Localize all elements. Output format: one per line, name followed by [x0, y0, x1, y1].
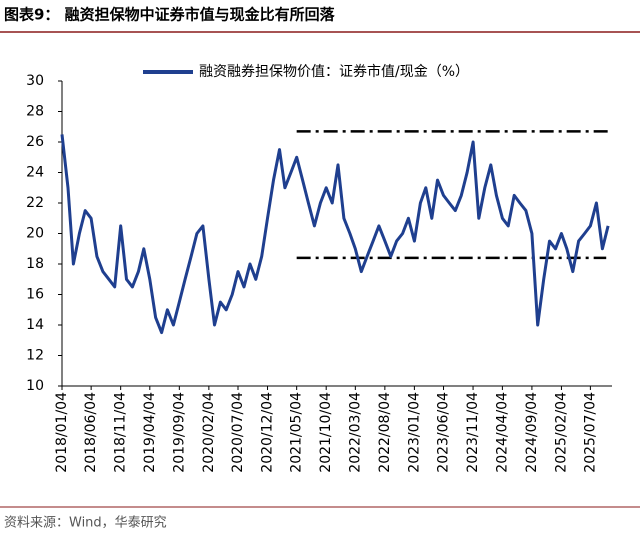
x-tick-label: 2021/10/04 [318, 392, 334, 473]
x-tick-label: 2024/04/04 [494, 392, 510, 473]
y-tick-label: 10 [26, 378, 44, 394]
x-tick-label: 2018/06/04 [83, 392, 99, 473]
y-tick-label: 16 [26, 287, 44, 303]
x-tick-label: 2018/01/04 [54, 392, 70, 473]
y-tick-label: 20 [26, 226, 44, 242]
y-tick-label: 24 [26, 165, 44, 181]
x-tick-label: 2018/11/04 [113, 392, 129, 473]
x-tick-label: 2020/12/04 [260, 392, 276, 473]
y-tick-label: 22 [26, 195, 44, 211]
legend-label: 融资融券担保物价值：证券市值/现金（%） [199, 63, 469, 80]
data-line [60, 134, 610, 335]
y-tick-label: 18 [26, 256, 44, 272]
x-tick-label: 2022/03/04 [347, 392, 363, 473]
y-tick-label: 30 [26, 73, 44, 89]
x-tick-label: 2024/09/04 [524, 392, 540, 473]
x-tick-label: 2023/11/04 [465, 392, 481, 473]
x-tick-label: 2025/07/04 [582, 392, 598, 473]
source: 资料来源：Wind，华泰研究 [4, 516, 167, 531]
chart-title: 图表9： 融资担保物中证券市值与现金比有所回落 [4, 6, 336, 24]
x-tick-label: 2020/07/04 [230, 392, 246, 473]
x-tick-label: 2021/05/04 [289, 392, 305, 473]
x-tick-label: 2023/01/04 [406, 392, 422, 473]
y-tick-label: 12 [26, 348, 44, 364]
y-tick-label: 28 [26, 104, 44, 120]
x-tick-label: 2025/02/04 [553, 392, 569, 473]
x-tick-label: 2019/09/04 [171, 392, 187, 473]
x-tick-label: 2023/06/04 [436, 392, 452, 473]
y-tick-label: 26 [26, 134, 44, 150]
x-tick-label: 2022/08/04 [377, 392, 393, 473]
x-tick-label: 2019/04/04 [142, 392, 158, 473]
y-tick-label: 14 [26, 317, 44, 333]
x-tick-label: 2020/02/04 [201, 392, 217, 473]
